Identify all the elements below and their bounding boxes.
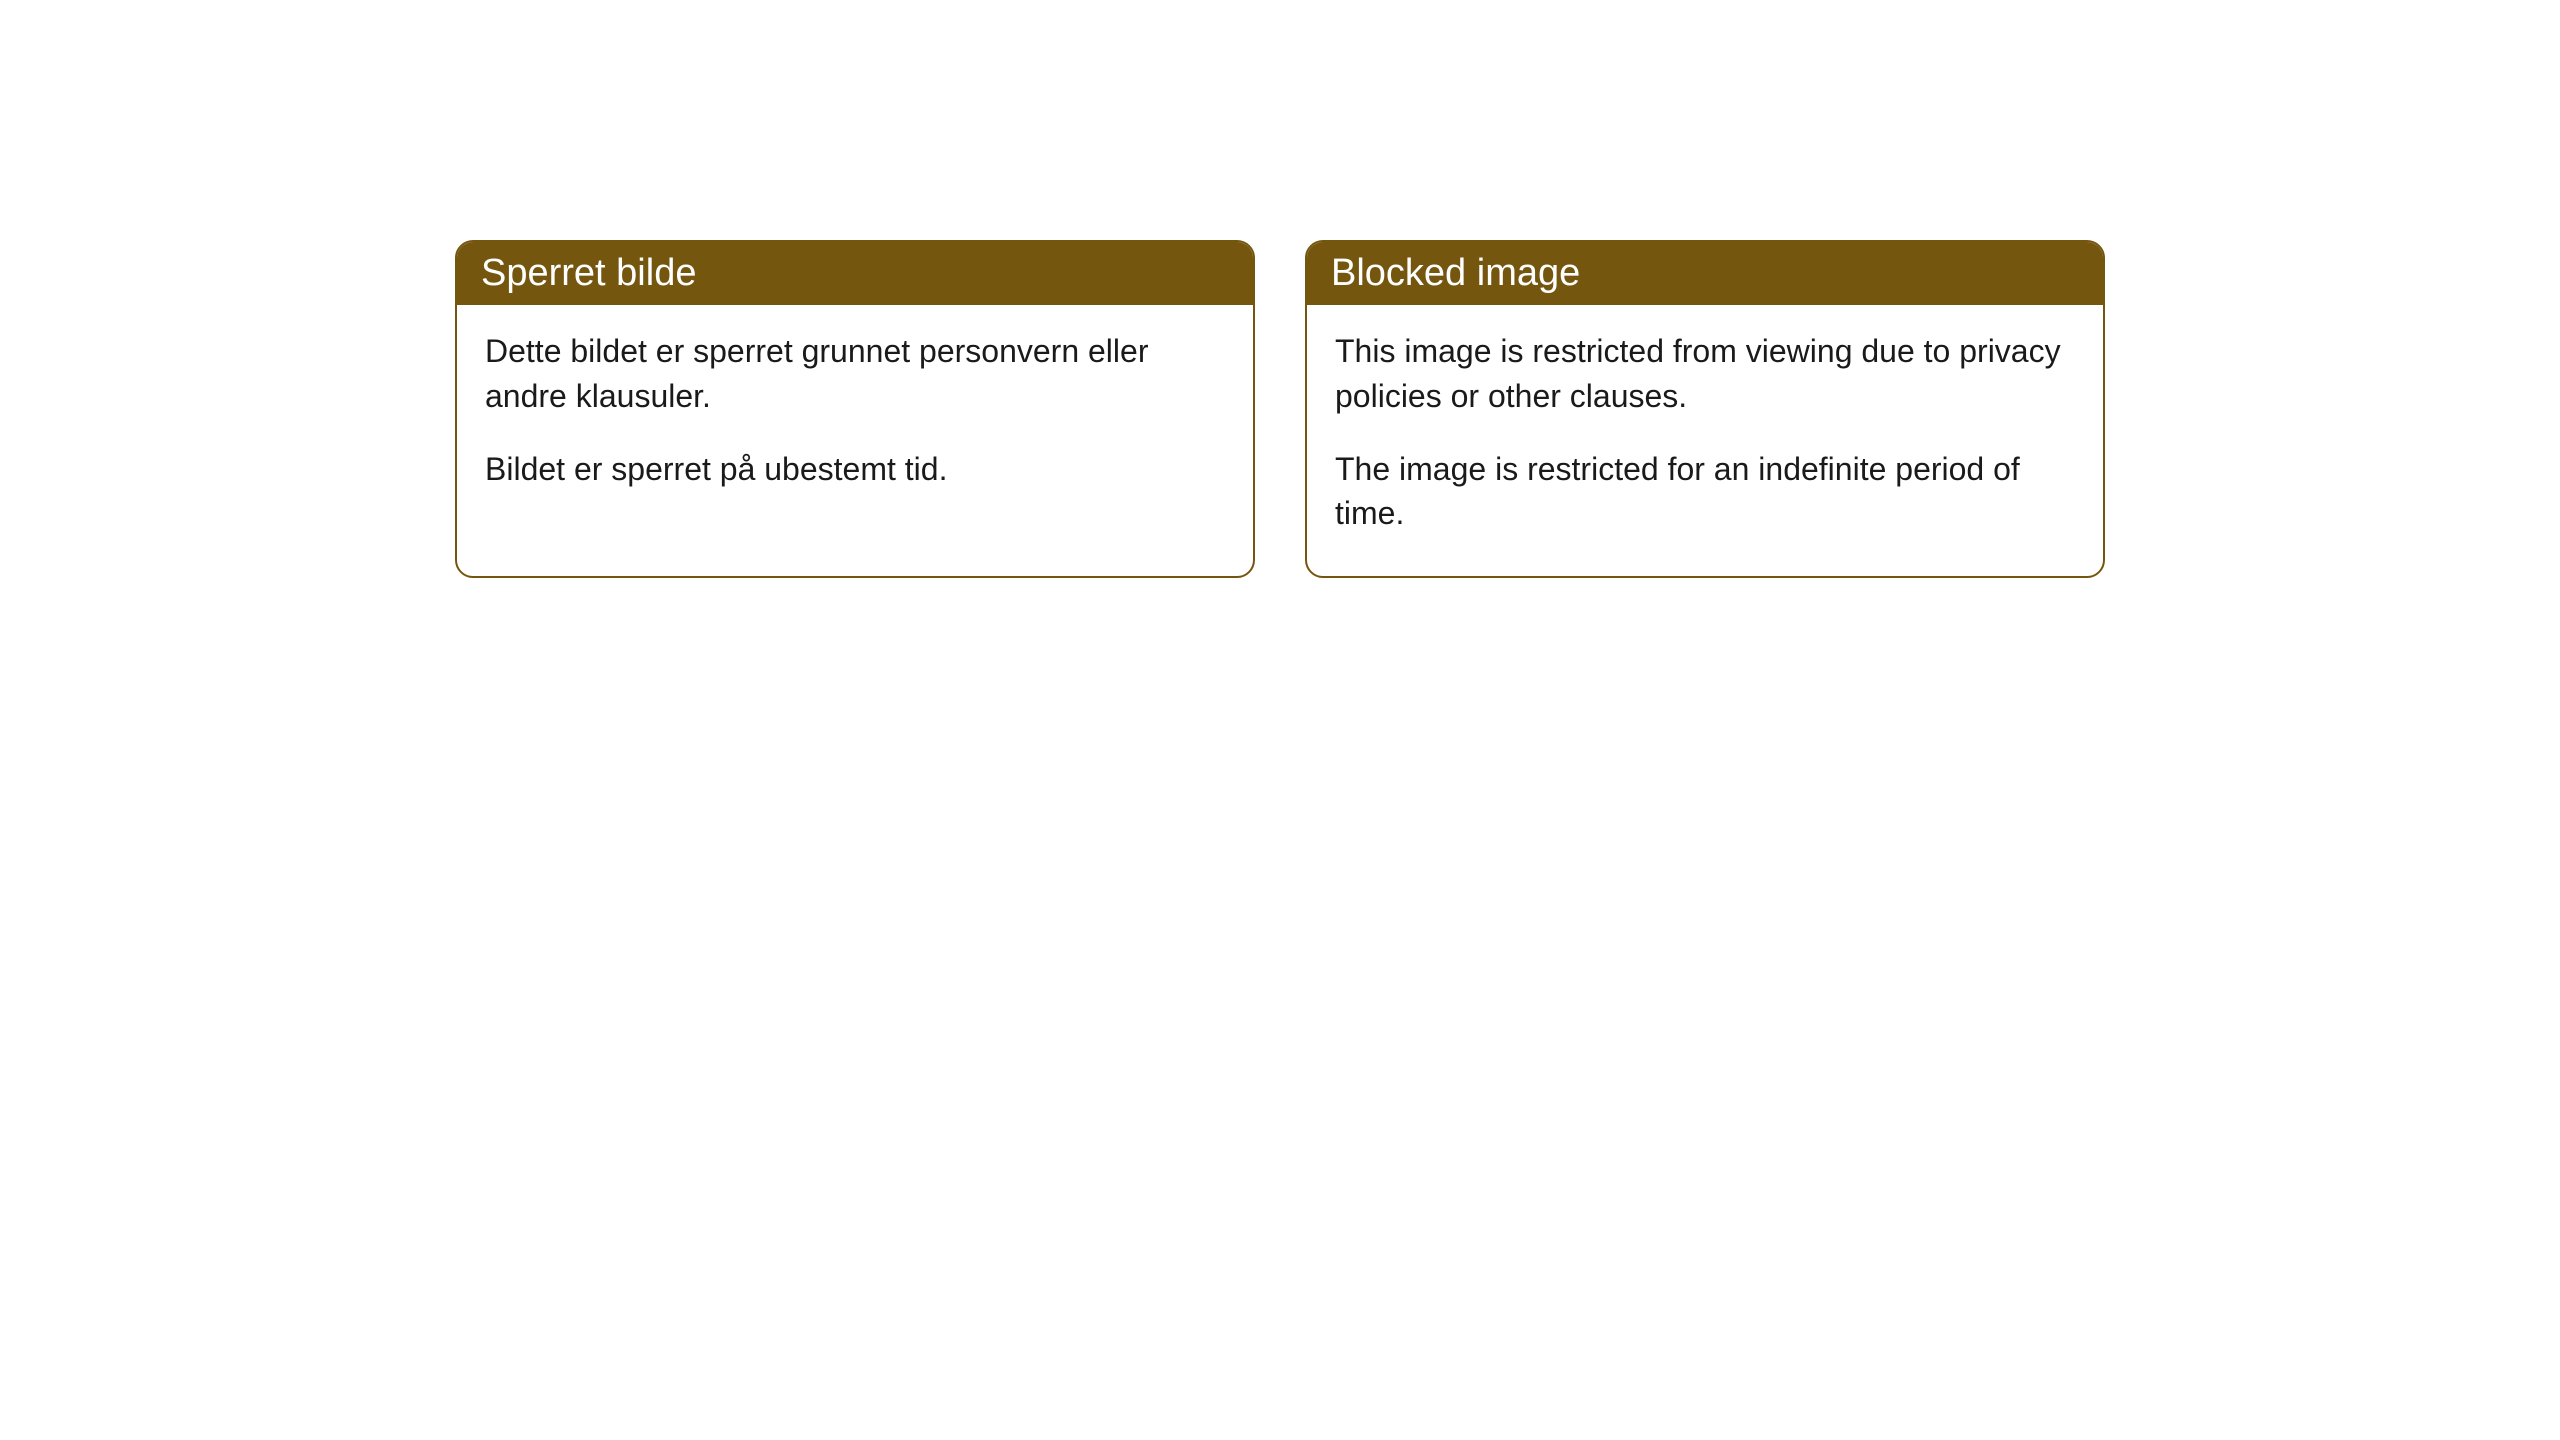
- card-paragraph: Bildet er sperret på ubestemt tid.: [485, 447, 1225, 492]
- card-body-norwegian: Dette bildet er sperret grunnet personve…: [457, 305, 1253, 531]
- card-paragraph: Dette bildet er sperret grunnet personve…: [485, 329, 1225, 419]
- notice-container: Sperret bilde Dette bildet er sperret gr…: [0, 0, 2560, 578]
- card-title: Blocked image: [1331, 252, 1580, 294]
- card-header-english: Blocked image: [1307, 242, 2103, 305]
- card-header-norwegian: Sperret bilde: [457, 242, 1253, 305]
- card-body-english: This image is restricted from viewing du…: [1307, 305, 2103, 576]
- card-title: Sperret bilde: [481, 252, 696, 294]
- card-paragraph: The image is restricted for an indefinit…: [1335, 447, 2075, 537]
- blocked-image-card-english: Blocked image This image is restricted f…: [1305, 240, 2105, 578]
- card-paragraph: This image is restricted from viewing du…: [1335, 329, 2075, 419]
- blocked-image-card-norwegian: Sperret bilde Dette bildet er sperret gr…: [455, 240, 1255, 578]
